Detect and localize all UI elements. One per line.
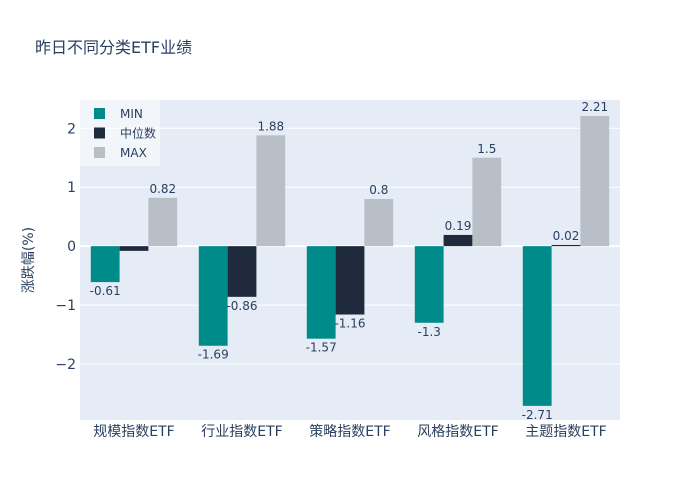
y-tick-label: −2 [55,357,76,373]
x-tick-label: 风格指数ETF [417,424,498,440]
y-axis-title: 涨跌幅(%) [21,227,37,293]
y-tick-label: 1 [67,180,76,196]
x-tick-label: 规模指数ETF [93,424,174,440]
legend-swatch [94,127,105,139]
data-label: 0.82 [149,182,176,196]
bar-中位数 [227,246,257,297]
y-tick-label: 2 [67,121,76,137]
y-tick-label: −1 [55,298,76,314]
legend-swatch [94,108,105,119]
data-label: -1.16 [334,317,365,331]
data-label: 0.19 [445,219,472,233]
y-tick-label: 0 [67,239,76,255]
data-label: 1.88 [257,119,284,133]
data-label: -1.57 [306,341,337,355]
bar-MIN [306,246,336,339]
bar-MIN [90,246,120,283]
data-label: 0.02 [553,229,580,243]
bar-中位数 [443,234,473,247]
legend-label: 中位数 [120,126,156,141]
data-label: 1.5 [477,142,496,156]
data-label: 2.21 [581,100,608,114]
bar-MAX [364,199,394,247]
bar-MIN [522,246,552,406]
chart-title: 昨日不同分类ETF业绩 [35,38,193,57]
x-tick-label: 主题指数ETF [525,424,606,440]
data-label: -1.3 [417,325,440,339]
bar-MIN [198,246,228,346]
x-tick-label: 策略指数ETF [309,423,390,440]
data-label: -0.86 [226,299,257,313]
bar-MAX [472,157,502,247]
data-label: 0.8 [369,183,388,197]
legend-swatch [94,147,105,158]
legend-box [80,100,160,166]
bar-中位数 [551,244,581,247]
bar-中位数 [119,246,149,251]
legend-label: MIN [120,107,143,121]
legend-label: MAX [120,146,147,160]
bar-MAX [580,115,610,247]
bar-MAX [256,135,286,247]
bar-中位数 [335,246,365,315]
data-label: -2.71 [522,408,553,422]
data-label: -0.61 [90,284,121,298]
x-tick-label: 行业指数ETF [201,424,282,440]
data-label: -1.69 [198,348,229,362]
bar-MIN [414,246,444,323]
bar-MAX [148,197,178,247]
